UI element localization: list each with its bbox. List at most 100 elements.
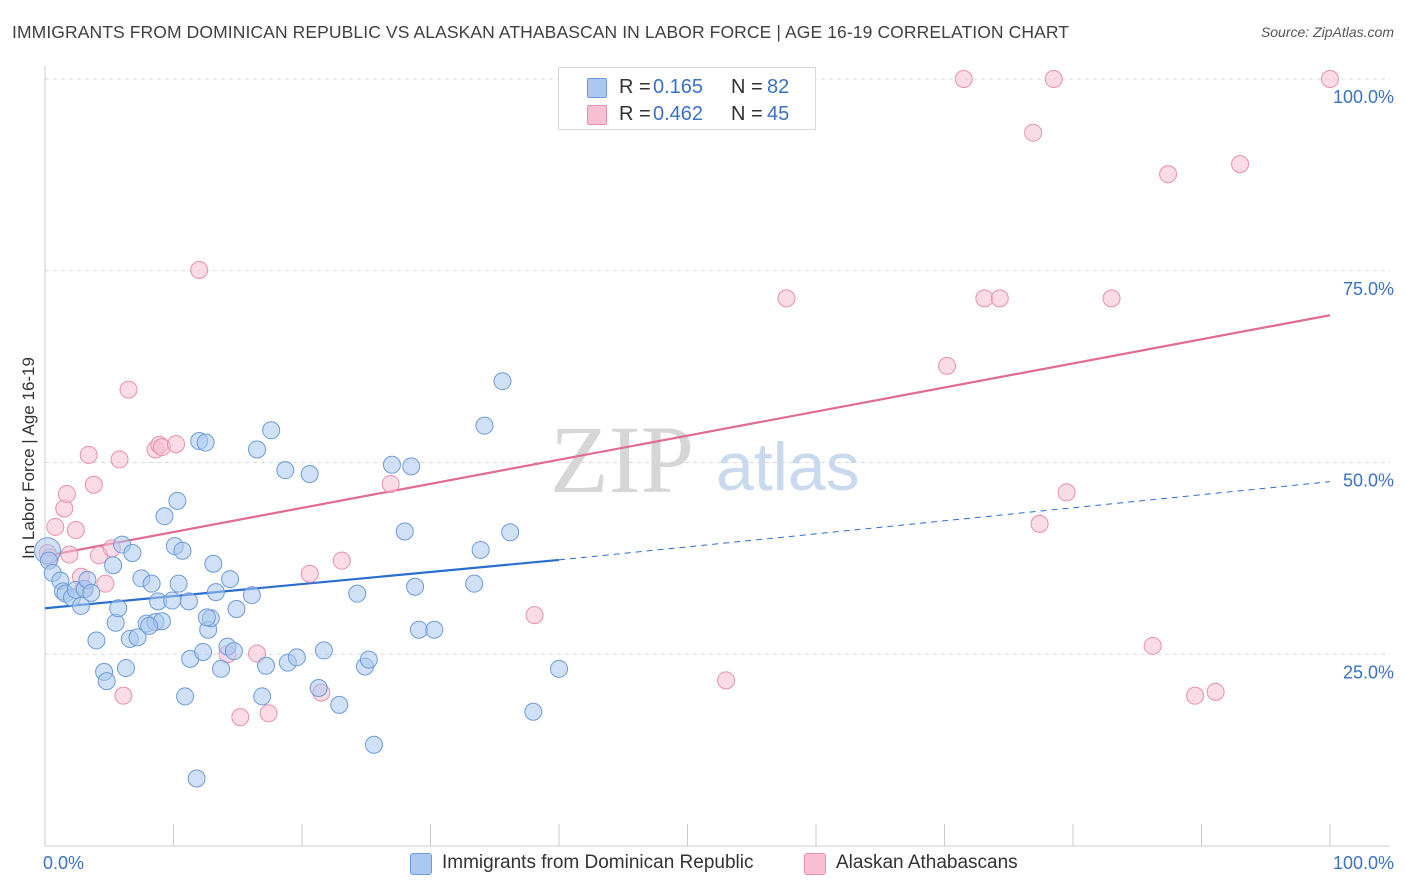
y-tick-label: 50.0% <box>1343 471 1394 491</box>
blue-point <box>402 457 421 476</box>
pink-point <box>119 380 138 399</box>
blue-point <box>212 659 231 678</box>
blue-point <box>87 631 106 650</box>
blue-point <box>204 554 223 573</box>
pink-point <box>938 356 957 375</box>
r-value: 0.165 <box>653 76 704 98</box>
blue-point <box>409 620 428 639</box>
pink-point <box>79 445 98 464</box>
watermark-zip: ZIP <box>550 406 694 513</box>
pink-point <box>190 260 209 279</box>
blue-point <box>206 583 225 602</box>
pink-swatch <box>587 105 607 125</box>
blue-point <box>348 584 367 603</box>
pink-point <box>167 435 186 454</box>
blue-point <box>168 491 187 510</box>
pink-point <box>66 520 85 539</box>
blue-point <box>330 695 349 714</box>
watermark-atlas: atlas <box>716 429 860 505</box>
x-tick-label: 100.0% <box>1333 853 1394 873</box>
blue-point <box>550 659 568 678</box>
y-tick-label: 75.0% <box>1343 279 1394 299</box>
blue-point <box>169 574 188 593</box>
blue-point <box>179 592 198 611</box>
pink-point <box>1143 636 1162 655</box>
legend-label: Immigrants from Dominican Republic <box>442 852 754 873</box>
y-axis-label: In Labor Force | Age 16-19 <box>19 357 38 559</box>
blue-point <box>359 650 378 669</box>
blue-point <box>116 659 135 678</box>
pink-swatch <box>804 853 826 875</box>
source-label: Source: ZipAtlas.com <box>1260 24 1394 40</box>
pink-point <box>1044 70 1063 88</box>
blue-point <box>395 522 414 541</box>
blue-point <box>197 608 216 627</box>
pink-point <box>300 564 319 583</box>
pink-point <box>777 289 796 308</box>
pink-point <box>381 474 400 493</box>
blue-point <box>128 628 147 647</box>
pink-point <box>954 70 973 88</box>
blue-point <box>253 687 272 706</box>
blue-point <box>194 642 213 661</box>
blue-point <box>227 599 246 618</box>
blue-point <box>501 523 520 542</box>
blue-point <box>262 421 281 440</box>
blue-point <box>71 596 90 615</box>
pink-point <box>1321 70 1339 88</box>
pink-point <box>84 475 103 494</box>
pink-point <box>1024 123 1043 142</box>
blue-point <box>406 577 425 596</box>
r-label: R = <box>619 103 651 125</box>
blue-point <box>276 461 295 480</box>
n-label: N = <box>731 76 763 98</box>
blue-point <box>257 656 276 675</box>
y-tick-label: 100.0% <box>1333 87 1394 107</box>
blue-trend-extension <box>558 481 1331 561</box>
r-label: R = <box>619 76 651 98</box>
pink-point <box>60 545 79 564</box>
n-value: 45 <box>767 103 790 125</box>
blue-point <box>97 672 116 691</box>
pink-point <box>1186 686 1205 705</box>
pink-point <box>1206 682 1225 701</box>
blue-point <box>109 599 128 618</box>
blue-point <box>475 416 494 435</box>
pink-point <box>114 686 133 705</box>
pink-point <box>248 644 267 663</box>
pink-point <box>975 289 994 308</box>
blue-point <box>221 570 240 589</box>
pink-point <box>1102 289 1121 308</box>
blue-point <box>163 591 182 610</box>
blue-point <box>493 372 512 391</box>
blue-point <box>140 616 159 635</box>
blue-point <box>425 620 444 639</box>
n-value: 82 <box>767 76 790 98</box>
blue-point <box>300 465 319 484</box>
blue-point <box>155 507 174 526</box>
blue-point <box>173 541 192 560</box>
pink-point <box>1159 165 1178 184</box>
tick-labels: 25.0% 50.0% 75.0% 100.0% 0.0% 100.0% <box>43 87 1394 873</box>
trend-lines <box>44 314 1331 610</box>
blue-point <box>196 433 215 452</box>
pink-point <box>110 450 129 469</box>
axes <box>44 66 1390 847</box>
blue-point <box>104 556 123 575</box>
blue-point <box>287 648 306 667</box>
pink-point <box>1231 155 1250 174</box>
pink-point <box>332 551 351 570</box>
pink-point <box>259 704 278 723</box>
blue-point <box>465 574 484 593</box>
pink-point <box>717 671 736 690</box>
pink-point <box>1057 483 1076 502</box>
blue-point <box>524 702 543 721</box>
blue-point <box>82 583 101 602</box>
blue-point <box>187 769 206 788</box>
x-tick-label: 0.0% <box>43 853 84 873</box>
data-points <box>34 70 1339 788</box>
r-value: 0.462 <box>653 103 704 125</box>
pink-point <box>96 574 115 593</box>
blue-point <box>242 586 261 605</box>
